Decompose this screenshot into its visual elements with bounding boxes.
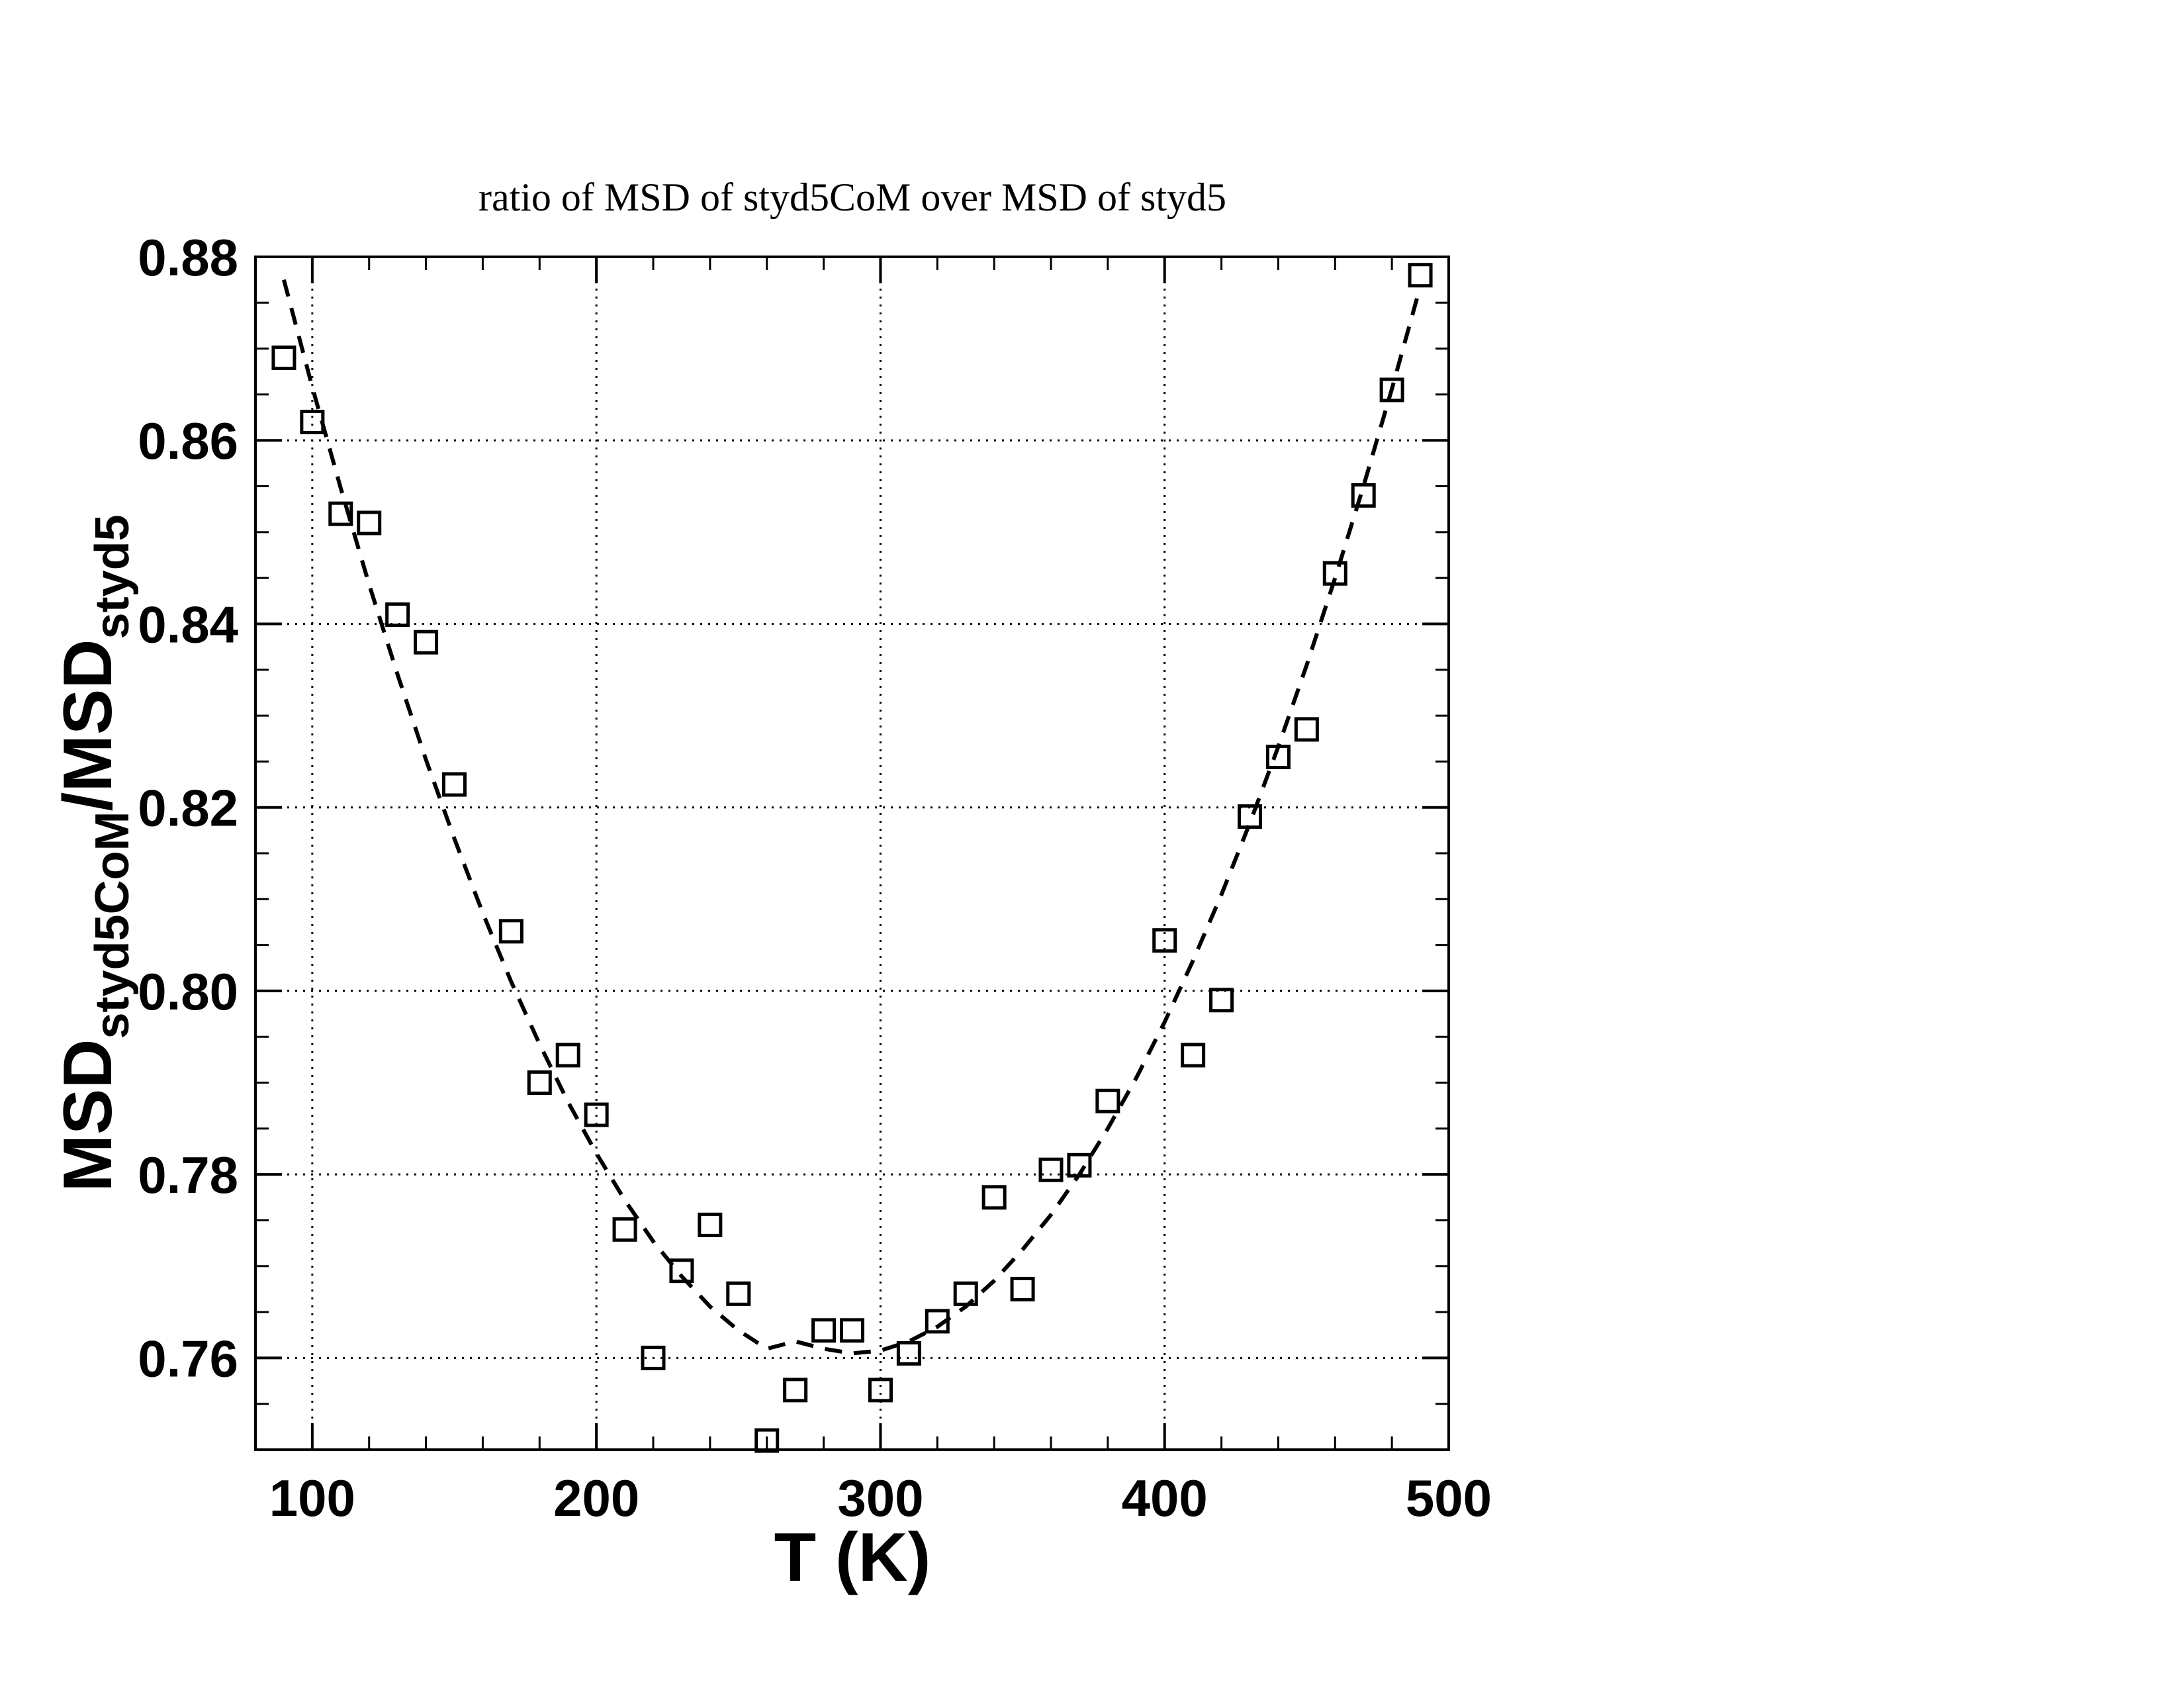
y-tick-label: 0.88 (138, 228, 238, 287)
y-axis-label: MSDstyd5CoM/MSDstyd5 (50, 514, 139, 1192)
data-point (1322, 561, 1347, 586)
x-tick-label: 100 (269, 1469, 355, 1527)
data-point (896, 1340, 921, 1366)
data-point (414, 630, 439, 655)
data-point (1095, 1088, 1120, 1113)
data-point (385, 602, 410, 628)
data-point (1238, 804, 1262, 829)
data-point (1209, 988, 1234, 1013)
y-axis-label-slash: / (50, 792, 126, 812)
data-point (498, 919, 523, 944)
y-tick-label: 0.78 (138, 1146, 238, 1204)
data-point (1181, 1043, 1206, 1068)
data-point (612, 1217, 637, 1242)
data-points-layer (271, 263, 1433, 1453)
data-point (811, 1318, 837, 1343)
x-tick-label: 500 (1406, 1469, 1492, 1527)
data-point (1408, 263, 1433, 288)
x-tick-label: 200 (553, 1469, 639, 1527)
y-axis-label-base1: MSD (50, 1039, 126, 1192)
data-point (1010, 1276, 1035, 1301)
y-axis-label-base2: MSD (50, 639, 126, 792)
y-tick-label: 0.86 (138, 412, 238, 470)
data-point (1351, 483, 1376, 508)
y-tick-labels: 0.76 0.78 0.80 0.82 0.84 0.86 0.88 (138, 228, 238, 1387)
x-tick-label: 300 (837, 1469, 923, 1527)
x-tick-labels: 100 200 300 400 500 (269, 1469, 1492, 1527)
data-point (300, 410, 325, 435)
y-tick-label: 0.84 (138, 595, 238, 653)
data-point (925, 1309, 950, 1334)
data-point (981, 1185, 1007, 1210)
data-point (840, 1318, 864, 1343)
data-point (953, 1281, 978, 1306)
data-point (555, 1043, 580, 1068)
minor-ticks (254, 256, 1450, 1451)
data-point (328, 501, 353, 526)
data-point (1265, 744, 1291, 769)
y-tick-label: 0.80 (138, 962, 238, 1021)
plot-frame (254, 256, 1450, 1451)
data-point (1152, 928, 1177, 953)
data-point (726, 1281, 751, 1306)
data-point (669, 1258, 694, 1284)
y-axis-label-sub1: styd5CoM (86, 811, 139, 1039)
data-point (584, 1102, 609, 1127)
data-point (442, 772, 467, 797)
data-point (1038, 1157, 1064, 1182)
data-point (1294, 717, 1319, 742)
data-point (754, 1428, 780, 1453)
major-ticks (255, 256, 1450, 1450)
data-point (271, 345, 296, 370)
data-point (868, 1378, 893, 1403)
y-tick-label: 0.82 (138, 779, 238, 837)
data-point (1067, 1152, 1092, 1178)
data-point (698, 1212, 723, 1237)
data-point (641, 1345, 666, 1370)
x-tick-label: 400 (1122, 1469, 1208, 1527)
grid-lines (255, 257, 1449, 1450)
chart-title: ratio of MSD of styd5CoM over MSD of sty… (478, 175, 1226, 219)
y-tick-label: 0.76 (138, 1329, 238, 1387)
data-point (357, 510, 382, 536)
x-axis-label: T (K) (774, 1519, 931, 1596)
data-point (1379, 377, 1404, 402)
data-point (783, 1378, 808, 1403)
y-axis-label-sub2: styd5 (86, 514, 139, 639)
data-point (527, 1070, 552, 1096)
